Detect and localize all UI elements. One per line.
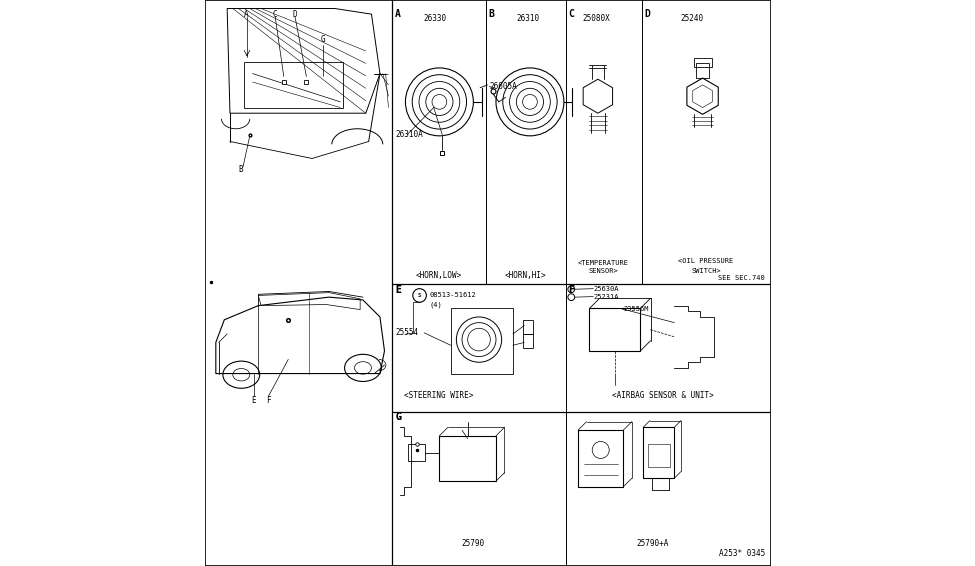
Text: 26310: 26310 <box>517 14 540 23</box>
Text: A: A <box>395 9 401 19</box>
Text: G: G <box>395 412 401 422</box>
Text: E: E <box>395 285 401 295</box>
Text: SENSOR>: SENSOR> <box>589 268 618 273</box>
Text: B: B <box>239 165 243 174</box>
Text: 26605A: 26605A <box>489 82 517 91</box>
Text: 26330: 26330 <box>424 14 447 23</box>
Text: E: E <box>251 396 255 405</box>
Text: G: G <box>395 412 401 422</box>
Text: 25080X: 25080X <box>582 14 610 23</box>
Text: <OIL PRESSURE: <OIL PRESSURE <box>679 259 733 264</box>
Text: 08513-51612: 08513-51612 <box>430 293 477 298</box>
Text: D: D <box>292 10 296 19</box>
Text: A253* 0345: A253* 0345 <box>719 549 764 558</box>
Text: (4): (4) <box>430 301 443 308</box>
Text: F: F <box>567 285 573 295</box>
Text: 23556M: 23556M <box>623 306 648 312</box>
Text: <AIRBAG SENSOR & UNIT>: <AIRBAG SENSOR & UNIT> <box>612 391 714 400</box>
Text: SEE SEC.740: SEE SEC.740 <box>719 276 764 281</box>
Text: B: B <box>488 9 494 19</box>
Text: C: C <box>272 10 277 19</box>
Text: 26310A: 26310A <box>396 130 423 139</box>
Text: C: C <box>567 9 573 19</box>
Text: S: S <box>418 293 421 298</box>
Text: 25231A: 25231A <box>594 294 619 299</box>
Text: 25790+A: 25790+A <box>637 539 669 548</box>
Text: <TEMPERATURE: <TEMPERATURE <box>578 260 629 265</box>
Text: <HORN,HI>: <HORN,HI> <box>505 271 546 280</box>
Text: SWITCH>: SWITCH> <box>691 268 721 273</box>
Text: <STEERING WIRE>: <STEERING WIRE> <box>404 391 474 400</box>
Text: A: A <box>244 10 249 19</box>
Text: 25790: 25790 <box>462 539 485 548</box>
Text: E: E <box>395 285 401 295</box>
Text: F: F <box>265 396 270 405</box>
Text: 25554: 25554 <box>396 328 419 337</box>
Text: F: F <box>567 285 573 295</box>
Text: 25630A: 25630A <box>594 286 619 291</box>
Text: G: G <box>321 35 325 44</box>
Text: 25240: 25240 <box>681 14 704 23</box>
Text: <HORN,LOW>: <HORN,LOW> <box>415 271 462 280</box>
Text: D: D <box>644 9 650 19</box>
